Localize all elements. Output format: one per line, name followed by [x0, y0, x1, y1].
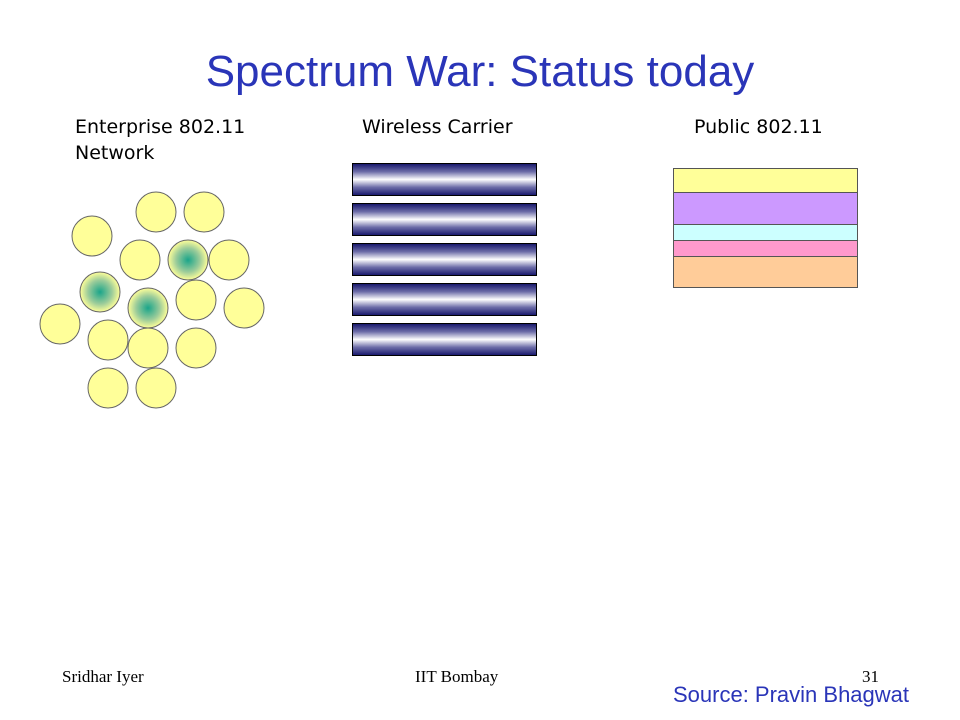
carrier-band: [352, 323, 537, 356]
cell: [71, 215, 113, 257]
access-point-cell: [167, 239, 209, 281]
carrier-band: [352, 243, 537, 276]
cell: [183, 191, 225, 233]
footer-institution: IIT Bombay: [415, 667, 499, 686]
cell: [208, 239, 250, 281]
cell: [135, 191, 177, 233]
enterprise-label: Enterprise 802.11: [75, 116, 246, 138]
public-band: [673, 224, 858, 241]
cell: [175, 327, 217, 369]
access-point-cell: [127, 287, 169, 329]
slide-title: Spectrum War: Status today: [205, 47, 755, 96]
carrier-label: Wireless Carrier: [362, 116, 513, 138]
cell: [135, 367, 177, 409]
cell: [87, 319, 129, 361]
source-credit: Source: Pravin Bhagwat: [673, 682, 910, 707]
public-band: [673, 240, 858, 257]
carrier-band: [352, 163, 537, 196]
public-label: Public 802.11: [694, 116, 823, 138]
cell: [39, 303, 81, 345]
cell: [223, 287, 265, 329]
page-number: 31: [862, 667, 879, 686]
public-band: [673, 192, 858, 225]
carrier-band: [352, 203, 537, 236]
access-point-cell: [79, 271, 121, 313]
public-band: [673, 168, 858, 193]
cell: [175, 279, 217, 321]
cell: [127, 327, 169, 369]
enterprise-label-line2: Network: [75, 142, 155, 164]
footer-author: Sridhar Iyer: [62, 667, 144, 686]
cell: [87, 367, 129, 409]
cell: [119, 239, 161, 281]
public-band: [673, 256, 858, 288]
carrier-band: [352, 283, 537, 316]
